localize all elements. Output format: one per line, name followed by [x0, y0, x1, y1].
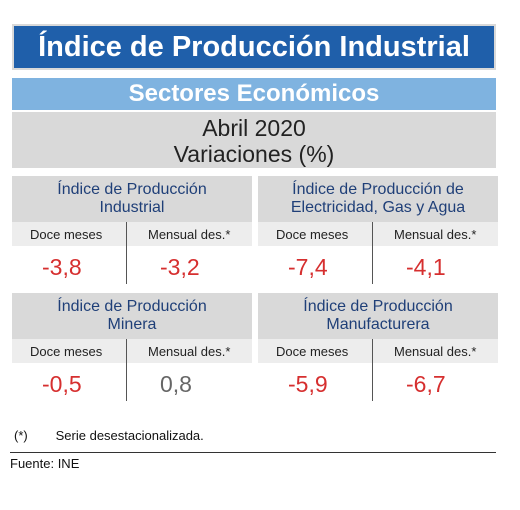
- source-note: Fuente: INE: [10, 456, 80, 471]
- column-divider: [126, 222, 127, 284]
- values-row: -3,8 -3,2: [12, 246, 252, 286]
- values-row: -7,4 -4,1: [258, 246, 498, 286]
- panel-title: Índice de Producción Minera: [12, 293, 252, 339]
- value-monthly: -6,7: [406, 371, 446, 397]
- panel-mining: Índice de Producción Minera Doce meses M…: [12, 293, 252, 403]
- column-labels: Doce meses Mensual des.*: [12, 339, 252, 363]
- period-unit: Variaciones (%): [173, 141, 335, 167]
- column-labels: Doce meses Mensual des.*: [258, 222, 498, 246]
- column-divider: [372, 339, 373, 401]
- panel-manufacturing: Índice de Producción Manufacturera Doce …: [258, 293, 498, 403]
- divider-line: [10, 452, 496, 453]
- footnote-mark: (*): [14, 428, 28, 443]
- label-monthly: Mensual des.*: [148, 344, 231, 359]
- period-header: Abril 2020 Variaciones (%): [12, 112, 496, 168]
- panel-industrial: Índice de Producción Industrial Doce mes…: [12, 176, 252, 286]
- main-title: Índice de Producción Industrial: [12, 24, 496, 70]
- column-labels: Doce meses Mensual des.*: [12, 222, 252, 246]
- panel-title: Índice de Producción Manufacturera: [258, 293, 498, 339]
- value-twelve-months: -7,4: [288, 254, 328, 280]
- column-divider: [126, 339, 127, 401]
- value-twelve-months: -0,5: [42, 371, 82, 397]
- subtitle: Sectores Económicos: [12, 78, 496, 110]
- label-twelve-months: Doce meses: [276, 344, 349, 359]
- panel-title: Índice de Producción de Electricidad, Ga…: [258, 176, 498, 222]
- column-divider: [372, 222, 373, 284]
- label-monthly: Mensual des.*: [148, 227, 231, 242]
- column-labels: Doce meses Mensual des.*: [258, 339, 498, 363]
- value-monthly: -4,1: [406, 254, 446, 280]
- value-twelve-months: -5,9: [288, 371, 328, 397]
- label-monthly: Mensual des.*: [394, 344, 477, 359]
- period-month: Abril 2020: [202, 115, 306, 141]
- footnote-text: Serie desestacionalizada.: [55, 428, 204, 443]
- label-twelve-months: Doce meses: [30, 227, 103, 242]
- label-monthly: Mensual des.*: [394, 227, 477, 242]
- values-row: -5,9 -6,7: [258, 363, 498, 403]
- label-twelve-months: Doce meses: [276, 227, 349, 242]
- value-monthly: -3,2: [160, 254, 200, 280]
- value-twelve-months: -3,8: [42, 254, 82, 280]
- panel-electricity: Índice de Producción de Electricidad, Ga…: [258, 176, 498, 286]
- label-twelve-months: Doce meses: [30, 344, 103, 359]
- value-monthly: 0,8: [160, 371, 192, 397]
- values-row: -0,5 0,8: [12, 363, 252, 403]
- footnote: (*) Serie desestacionalizada.: [14, 428, 204, 443]
- panel-title: Índice de Producción Industrial: [12, 176, 252, 222]
